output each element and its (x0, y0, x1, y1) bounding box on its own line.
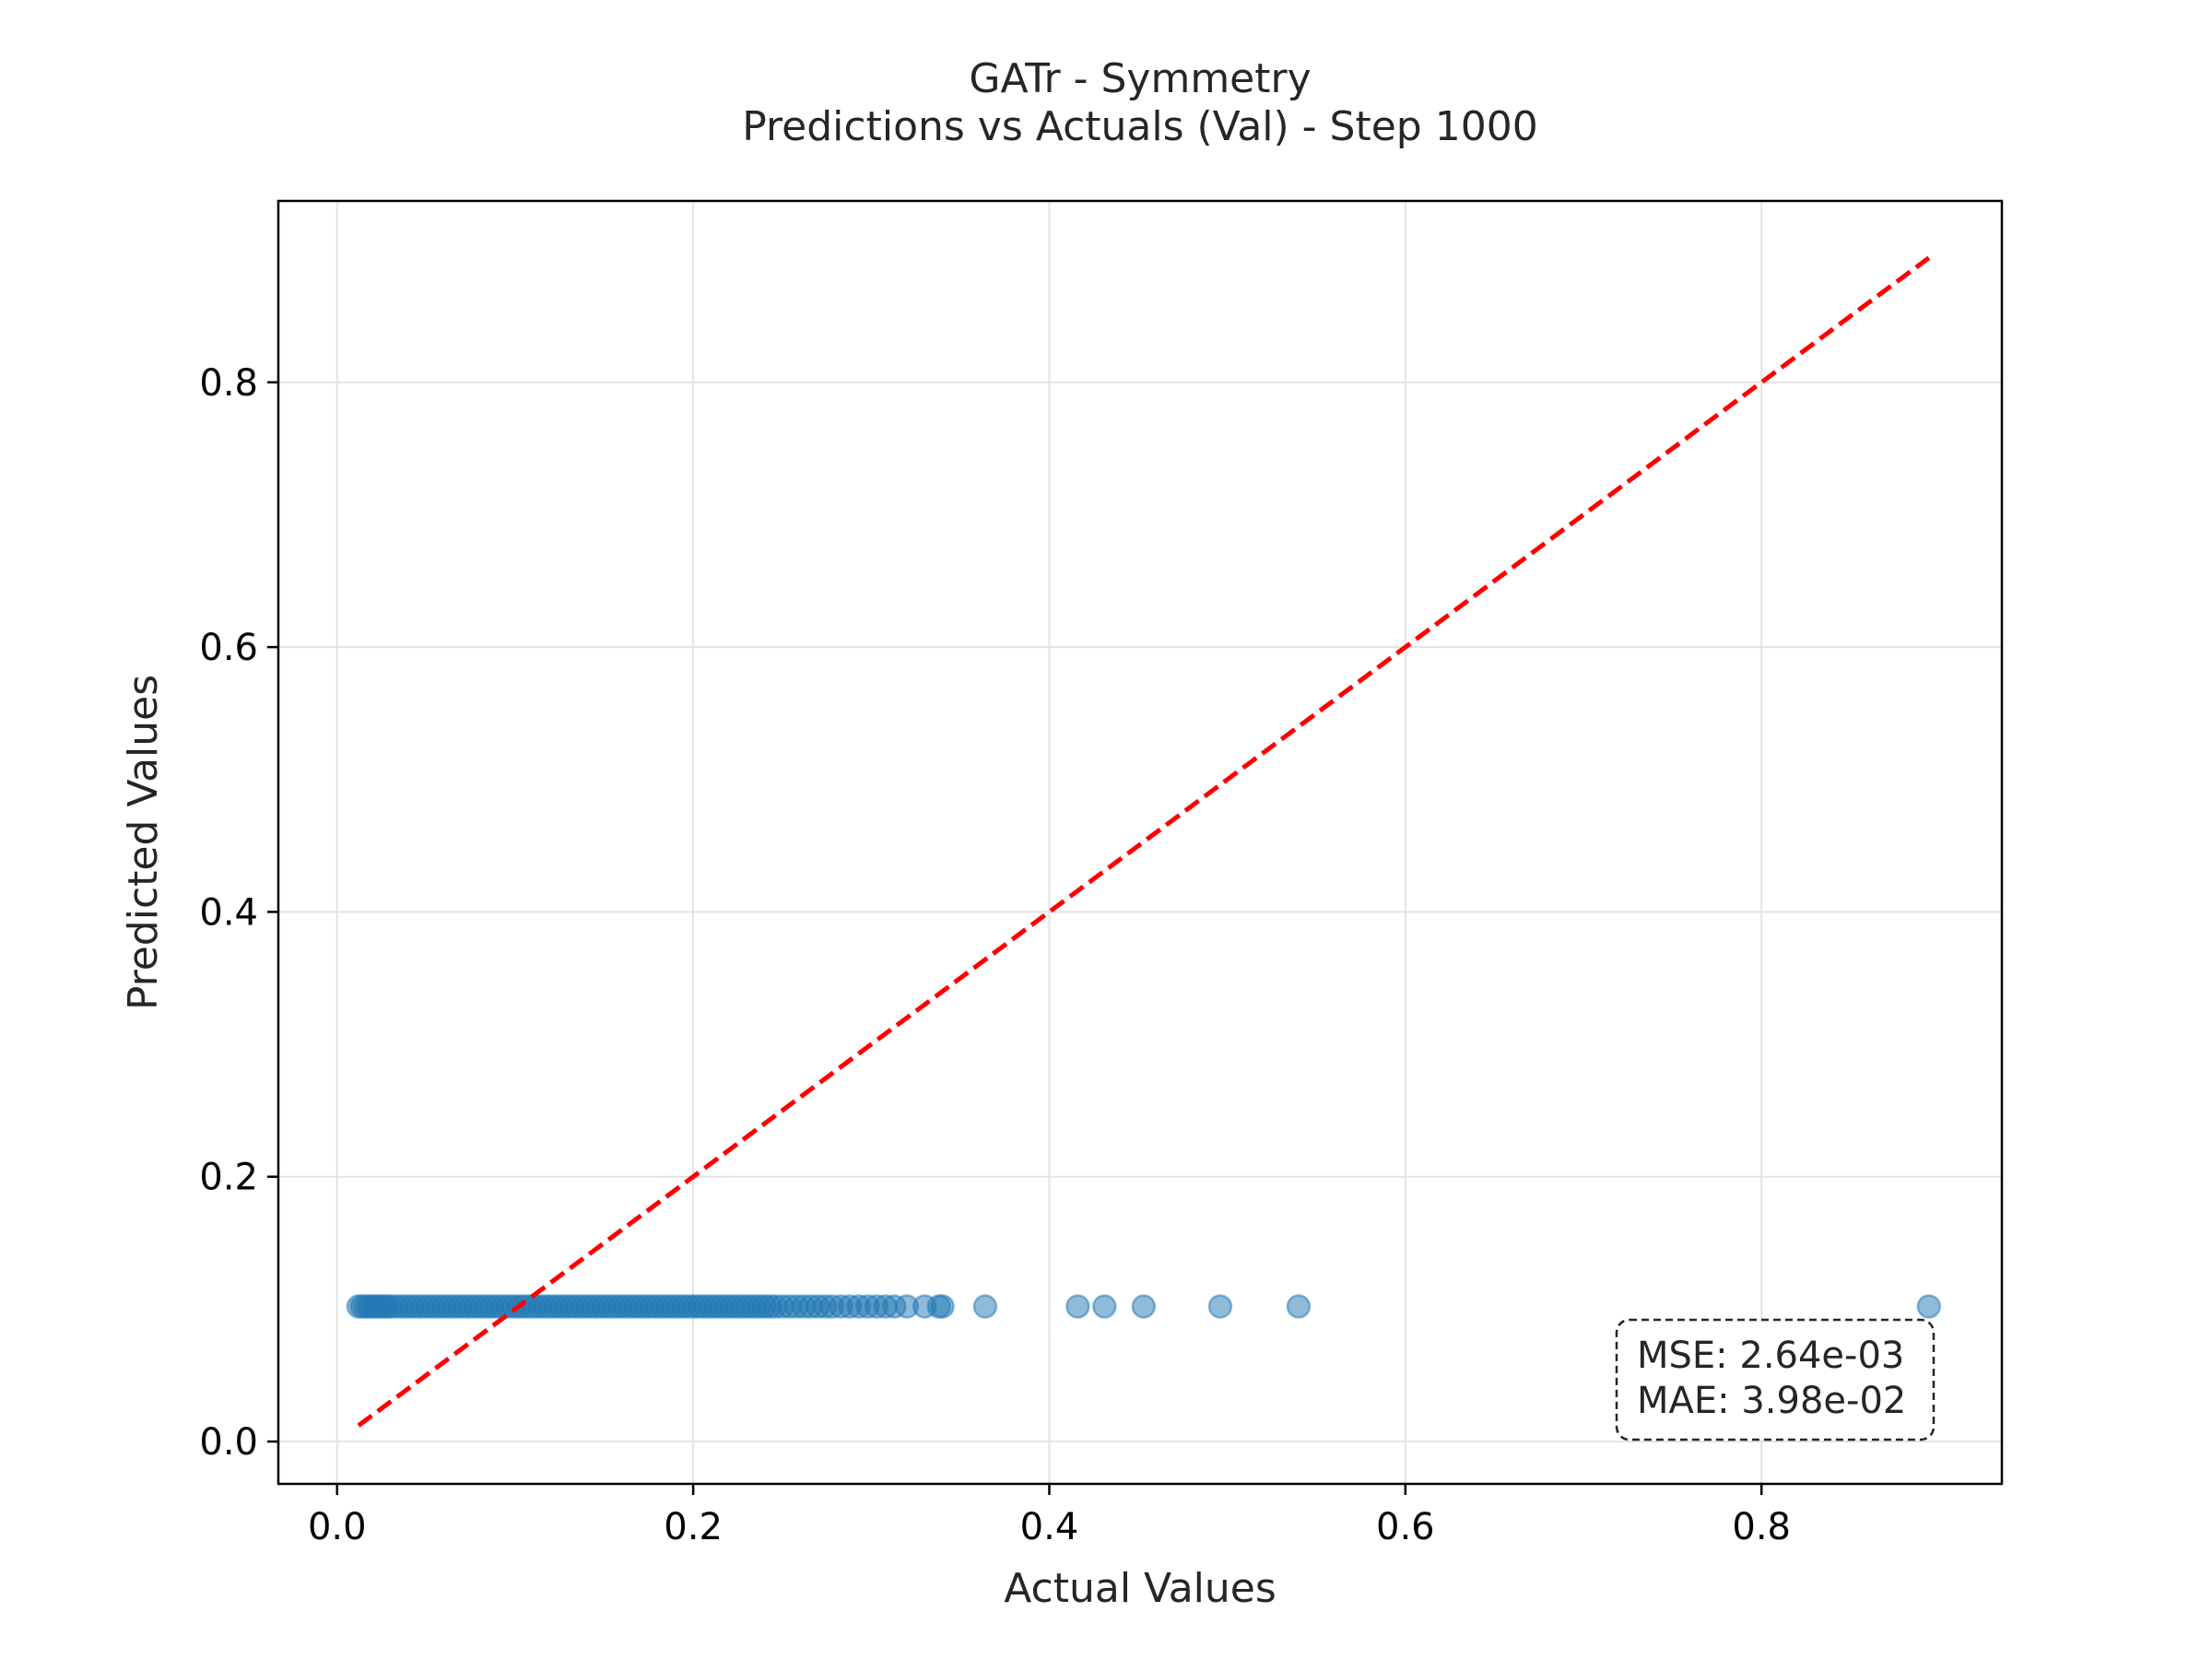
data-point (1207, 1294, 1233, 1319)
x-axis-ticks: 0.0 0.2 0.4 0.6 0.8 (308, 1484, 1791, 1548)
data-point (1131, 1294, 1157, 1319)
x-tick-label: 0.2 (664, 1506, 723, 1548)
y-tick-label: 0.6 (199, 627, 258, 669)
data-point (930, 1294, 955, 1319)
x-axis-label: Actual Values (1004, 1565, 1277, 1612)
mae-text: MAE: 3.98e-02 (1637, 1380, 1906, 1422)
data-points (346, 1294, 1942, 1319)
data-point (972, 1294, 998, 1319)
x-tick-label: 0.0 (308, 1506, 367, 1548)
y-tick-label: 0.0 (199, 1421, 258, 1464)
reference-line (357, 255, 1931, 1428)
data-point (1092, 1294, 1117, 1319)
x-tick-label: 0.6 (1376, 1506, 1435, 1548)
data-point (1065, 1294, 1090, 1319)
y-tick-label: 0.4 (199, 891, 258, 934)
y-tick-label: 0.8 (199, 362, 258, 405)
chart-title: GATr - Symmetry (969, 55, 1311, 102)
data-point (1916, 1294, 1942, 1319)
x-tick-label: 0.4 (1020, 1506, 1079, 1548)
data-point (1286, 1294, 1312, 1319)
chart-subtitle: Predictions vs Actuals (Val) - Step 1000 (742, 103, 1537, 150)
metrics-box: MSE: 2.64e-03 MAE: 3.98e-02 (1615, 1318, 1936, 1441)
y-axis-ticks: 0.0 0.2 0.4 0.6 0.8 (199, 362, 278, 1464)
y-tick-label: 0.2 (199, 1157, 258, 1199)
plot-area-frame (276, 199, 2004, 1486)
x-tick-label: 0.8 (1732, 1506, 1791, 1548)
grid-lines (278, 201, 2002, 1484)
mse-text: MSE: 2.64e-03 (1637, 1335, 1904, 1377)
metrics-box-frame (1615, 1318, 1936, 1441)
y-axis-label: Predicted Values (120, 675, 167, 1010)
